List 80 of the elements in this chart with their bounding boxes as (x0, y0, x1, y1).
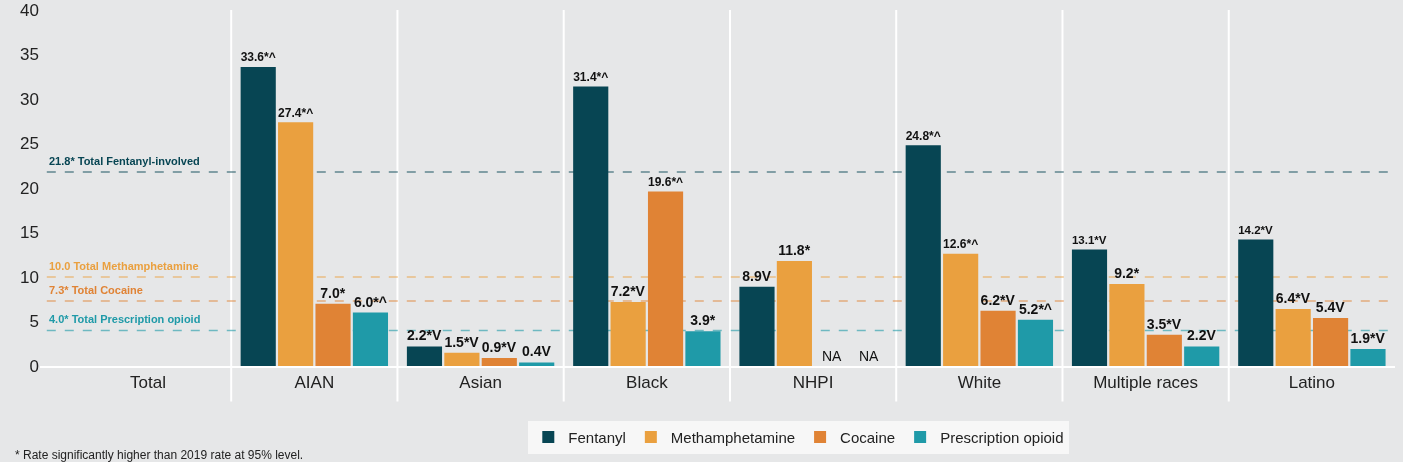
x-tick-label: Asian (459, 373, 502, 393)
y-tick-label: 35 (20, 45, 39, 65)
data-label: 1.5*V (444, 333, 480, 350)
data-label: 11.8* (778, 241, 811, 258)
bar (444, 352, 480, 366)
data-label: 3.9* (690, 312, 716, 329)
data-label: 7.2*V (610, 282, 646, 299)
x-tick-label: Latino (1288, 373, 1336, 393)
bar (240, 66, 276, 366)
data-label: 13.1*V (1071, 233, 1107, 246)
bar (1146, 334, 1182, 366)
data-label: 24.8*^ (905, 128, 941, 143)
y-tick-label: 20 (20, 178, 39, 198)
x-tick-label: NHPI (792, 373, 834, 393)
data-label: 12.6*^ (943, 237, 979, 252)
bar (776, 260, 812, 366)
legend-label: Fentanyl (568, 428, 626, 446)
ref-line-label: 21.8* Total Fentanyl-involved (49, 155, 200, 167)
bar (685, 331, 721, 366)
y-tick-label: 25 (20, 134, 39, 154)
bar (1238, 239, 1274, 366)
y-tick-label: 30 (20, 89, 39, 109)
data-label: 6.2*V (980, 291, 1016, 308)
data-label: 9.2* (1114, 265, 1140, 282)
text: * Rate significantly higher than 2019 rate at 95% level. (15, 448, 304, 462)
x-tick-label: Black (626, 373, 669, 393)
bar (278, 122, 314, 366)
y-tick-label: 40 (20, 0, 39, 20)
data-label: 0.4V (521, 343, 552, 360)
text: NA (859, 348, 879, 364)
y-tick-label: 10 (20, 267, 39, 287)
bar (1017, 319, 1054, 366)
ref-line-label: 7.3* Total Cocaine (49, 284, 143, 296)
ref-line-label: 10.0 Total Methamphetamine (49, 260, 199, 272)
data-label: 6.0*^ (353, 293, 387, 310)
data-label: 6.4*V (1275, 290, 1311, 307)
legend-label: Prescription opioid (940, 428, 1064, 446)
data-label: 3.5*V (1146, 315, 1182, 332)
data-label: 0.9*V (481, 338, 517, 355)
bar (647, 191, 684, 366)
legend-label: Methamphetamine (670, 428, 796, 446)
bar (1071, 249, 1108, 366)
bar (1350, 349, 1386, 366)
x-tick-label: AIAN (294, 373, 335, 393)
data-label: 8.9V (742, 267, 772, 284)
data-label: 2.2*V (407, 327, 442, 344)
bar (481, 357, 517, 366)
data-label: 27.4*^ (278, 105, 314, 120)
data-label: 14.2*V (1238, 224, 1274, 237)
bar (519, 362, 555, 366)
bar (610, 301, 646, 366)
bar (315, 303, 351, 366)
x-tick-label: Total (130, 373, 167, 393)
data-label: 31.4*^ (573, 69, 609, 84)
x-tick-label: Multiple races (1093, 373, 1199, 393)
ref-line-label: 4.0* Total Prescription opioid (49, 313, 201, 325)
bar (980, 310, 1016, 366)
text: NA (822, 348, 842, 364)
data-label: 5.4V (1315, 298, 1346, 315)
y-tick-label: 15 (20, 223, 39, 243)
data-label: 2.2V (1186, 327, 1217, 344)
bar (739, 286, 775, 366)
bar (1312, 317, 1349, 366)
y-tick-label: 0 (29, 356, 39, 376)
bar (352, 312, 389, 366)
legend-label: Cocaine (840, 428, 896, 446)
x-tick-label: White (957, 373, 1002, 393)
bar (943, 253, 979, 366)
data-label: 33.6*^ (240, 50, 276, 65)
bar (573, 86, 609, 366)
y-tick-label: 5 (29, 312, 39, 332)
bar (1109, 284, 1145, 366)
data-label: 1.9*V (1350, 330, 1386, 347)
data-label: 7.0* (320, 284, 346, 301)
data-label: 5.2*^ (1018, 300, 1053, 317)
bar (1184, 346, 1220, 366)
bar (406, 346, 443, 366)
data-label: 19.6*^ (647, 174, 684, 189)
bar (1275, 309, 1311, 366)
bar (905, 145, 941, 366)
